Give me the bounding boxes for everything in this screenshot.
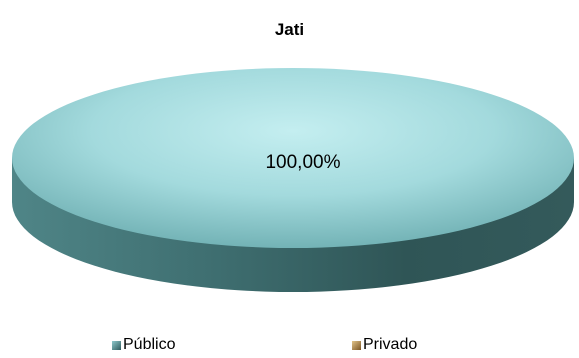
legend: Público Privado (0, 336, 579, 358)
legend-label-privado: Privado (363, 336, 418, 353)
legend-swatch-privado (352, 340, 361, 350)
pie-slice-publico-top (12, 68, 574, 248)
pie-slice-publico (12, 68, 574, 292)
legend-item-publico: Público (112, 336, 175, 354)
legend-label-publico: Público (123, 336, 176, 353)
data-label-publico: 100,00% (265, 152, 340, 173)
legend-swatch-publico (112, 340, 121, 350)
legend-item-privado: Privado (352, 336, 417, 354)
chart-title: Jati (274, 20, 305, 39)
